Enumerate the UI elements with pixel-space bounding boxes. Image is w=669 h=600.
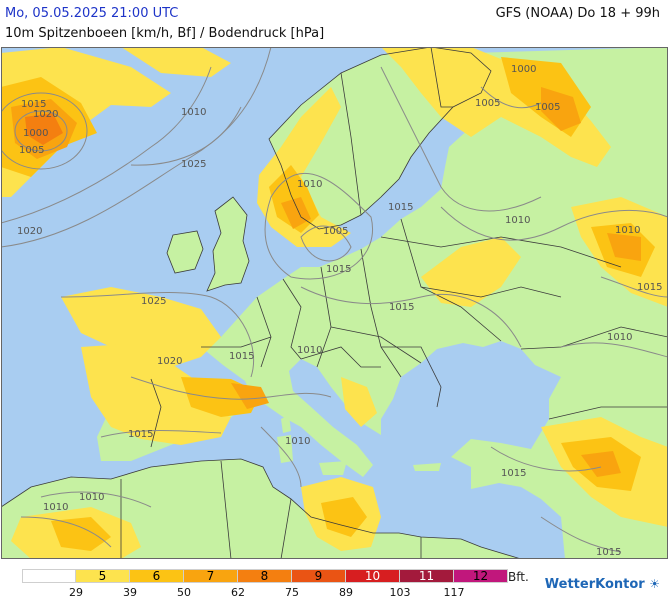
isobar-label: 1015 <box>389 302 414 313</box>
legend-swatch: 12 <box>454 569 508 583</box>
isobar-label: 1015 <box>21 99 46 110</box>
legend-threshold: 103 <box>389 586 411 599</box>
isobar-label: 1005 <box>323 226 348 237</box>
legend-swatch: 8 <box>238 569 292 583</box>
isobar-label: 1010 <box>505 215 530 226</box>
legend-swatch <box>22 569 76 583</box>
isobar-label: 1010 <box>79 492 104 503</box>
parameter-title: 10m Spitzenboeen [km/h, Bf] / Bodendruck… <box>5 26 325 41</box>
isobar-labels: 1000 1005 1020 1025 1020 1015 1010 1005 … <box>17 64 662 558</box>
country-borders <box>1 47 668 559</box>
isobar-label: 1025 <box>181 159 206 170</box>
legend-threshold: 117 <box>443 586 465 599</box>
weather-map: 1000 1005 1020 1025 1020 1015 1010 1005 … <box>1 47 668 559</box>
legend-threshold: 89 <box>339 586 353 599</box>
isobar-label: 1010 <box>297 179 322 190</box>
isobar-label: 1020 <box>157 356 182 367</box>
legend-swatch: 6 <box>130 569 184 583</box>
legend-threshold: 39 <box>123 586 137 599</box>
isobar-label: 1010 <box>285 436 310 447</box>
map-frame <box>1 47 668 559</box>
isobar-label: 1015 <box>596 547 621 558</box>
legend-threshold: 29 <box>69 586 83 599</box>
isobar-label: 1010 <box>615 225 640 236</box>
model-run: GFS (NOAA) Do 18 + 99h <box>495 6 660 21</box>
isobar-label: 1005 <box>535 102 560 113</box>
isobar-label: 1015 <box>326 264 351 275</box>
isobar-label: 1000 <box>511 64 536 75</box>
isobar-label: 1010 <box>607 332 632 343</box>
isobars <box>1 47 668 553</box>
isobar-label: 1015 <box>388 202 413 213</box>
legend-unit: Bft. <box>508 570 529 584</box>
isobar-label: 1010 <box>181 107 206 118</box>
isobar-label: 1010 <box>43 502 68 513</box>
isobar-label: 1000 <box>23 128 48 139</box>
legend-threshold: 75 <box>285 586 299 599</box>
isobar-label: 1020 <box>17 226 42 237</box>
legend-swatch: 10 <box>346 569 400 583</box>
isobar-label: 1015 <box>501 468 526 479</box>
brand-logo[interactable]: WetterKontor ☀ <box>545 577 660 592</box>
isobar-label: 1010 <box>297 345 322 356</box>
isobar-label: 1025 <box>141 296 166 307</box>
legend-swatch: 9 <box>292 569 346 583</box>
legend-swatch: 5 <box>76 569 130 583</box>
isobar-label: 1005 <box>475 98 500 109</box>
brand-name: WetterKontor <box>544 577 645 592</box>
legend-threshold: 50 <box>177 586 191 599</box>
isobar-label: 1015 <box>128 429 153 440</box>
sun-icon: ☀ <box>649 577 660 591</box>
legend: 5 6 7 8 9 10 11 12 <box>22 569 508 583</box>
isobar-label: 1015 <box>229 351 254 362</box>
legend-swatch: 7 <box>184 569 238 583</box>
isobar-label: 1015 <box>637 282 662 293</box>
isobar-label: 1020 <box>33 109 58 120</box>
forecast-datetime: Mo, 05.05.2025 21:00 UTC <box>5 6 179 21</box>
isobar-label: 1005 <box>19 145 44 156</box>
legend-threshold: 62 <box>231 586 245 599</box>
legend-swatch: 11 <box>400 569 454 583</box>
gust-zones <box>1 47 668 559</box>
